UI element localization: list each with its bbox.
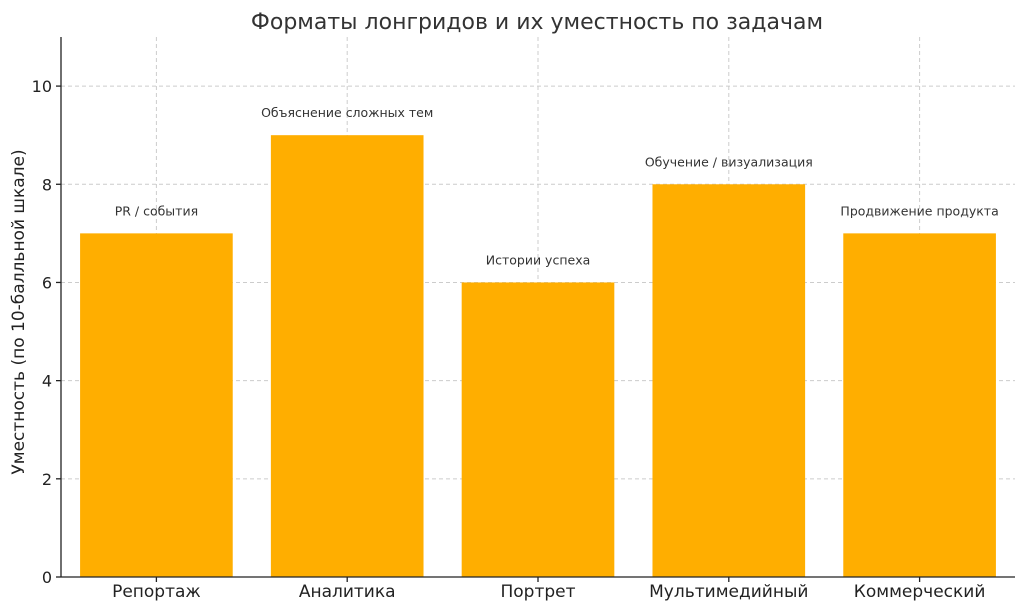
bar-2: [270, 135, 424, 577]
bar-annotation: Объяснение сложных тем: [261, 105, 433, 120]
axes: [56, 37, 1015, 582]
bar-annotation: Обучение / визуализация: [645, 154, 813, 169]
x-tick-label: Портрет: [500, 582, 575, 602]
y-tick-label: 4: [42, 372, 52, 391]
y-tick-label: 2: [42, 470, 52, 489]
y-tick-label: 10: [32, 77, 52, 96]
x-tick-label: Коммерческий: [854, 582, 986, 602]
chart-title: Форматы лонгридов и их уместность по зад…: [251, 10, 823, 35]
y-axis-label: Уместность (по 10-балльной шкале): [9, 149, 29, 474]
bar-3: [461, 282, 615, 577]
bar-annotation: Продвижение продукта: [840, 203, 998, 218]
y-tick-label: 6: [42, 273, 52, 292]
x-tick-label: Аналитика: [299, 582, 396, 602]
y-tick-label: 0: [42, 568, 52, 587]
bar-1: [80, 233, 233, 577]
bar-annotation: Истории успеха: [486, 252, 591, 267]
labels: 0 2 4 6 8 10 Репортаж PR / события Аналитика Объя…: [32, 77, 999, 602]
bar-5: [843, 233, 996, 577]
x-tick-label: Репортаж: [112, 582, 201, 602]
bars: [80, 135, 996, 578]
bar-4: [652, 184, 806, 578]
x-tick-label: Мультимедийный: [649, 582, 808, 602]
bar-annotation: PR / события: [115, 203, 198, 218]
y-tick-label: 8: [42, 175, 52, 194]
